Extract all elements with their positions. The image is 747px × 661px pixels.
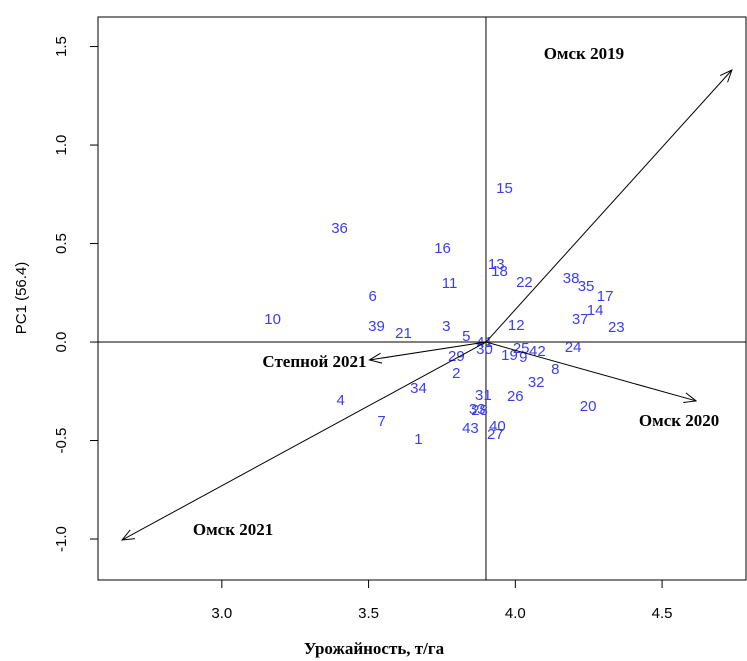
x-tick-label: 3.5 xyxy=(358,605,379,622)
point-label: 33 xyxy=(469,401,486,418)
point-label: 8 xyxy=(551,361,559,378)
x-axis-label: Урожайность, т/га xyxy=(304,639,445,658)
point-label: 16 xyxy=(434,240,451,257)
point-label: 14 xyxy=(587,302,604,319)
vector-arrow xyxy=(485,70,732,343)
y-tick-label: -1.0 xyxy=(53,526,70,552)
point-label: 19 xyxy=(501,347,518,364)
y-tick-label: 0.5 xyxy=(53,233,70,254)
point-label: 37 xyxy=(572,311,589,328)
point-label: 1 xyxy=(414,431,422,448)
point-label: 38 xyxy=(563,270,580,287)
plot-frame xyxy=(97,16,747,581)
point-label: 10 xyxy=(264,311,281,328)
y-tick-label: 1.5 xyxy=(53,36,70,57)
vector-label: Омск 2021 xyxy=(193,520,273,539)
vector-arrow xyxy=(485,341,696,401)
point-label: 36 xyxy=(331,220,348,237)
vector-arrow xyxy=(369,341,487,360)
point-label: 27 xyxy=(487,426,504,443)
point-label: 9 xyxy=(519,349,527,366)
point-label: 20 xyxy=(580,398,597,415)
point-label: 13 xyxy=(488,256,505,273)
point-label: 3 xyxy=(442,318,450,335)
vector-label: Степной 2021 xyxy=(262,352,366,371)
point-label: 24 xyxy=(565,339,582,356)
vector-label: Омск 2020 xyxy=(639,411,719,430)
point-label: 11 xyxy=(442,275,458,292)
point-label: 17 xyxy=(597,288,614,305)
point-label: 42 xyxy=(529,343,546,360)
point-label: 4 xyxy=(337,392,345,409)
x-tick-label: 3.0 xyxy=(211,605,232,622)
point-label: 12 xyxy=(508,317,525,334)
y-tick-label: -0.5 xyxy=(53,428,70,454)
point-label: 26 xyxy=(507,388,524,405)
point-label: 15 xyxy=(496,180,513,197)
x-tick-label: 4.0 xyxy=(505,605,526,622)
y-axis-label: PC1 (56.4) xyxy=(13,262,30,335)
x-tick-label: 4.5 xyxy=(652,605,673,622)
y-tick-label: 1.0 xyxy=(53,135,70,156)
point-label: 6 xyxy=(369,288,377,305)
vector-label: Омск 2019 xyxy=(544,44,624,63)
point-label: 22 xyxy=(516,274,533,291)
point-label: 7 xyxy=(377,413,385,430)
point-label: 31 xyxy=(475,387,492,404)
vector-arrow xyxy=(122,341,487,540)
point-label: 2 xyxy=(452,365,460,382)
point-label: 35 xyxy=(578,278,595,295)
point-label: 34 xyxy=(410,380,427,397)
point-label: 28 xyxy=(471,402,488,419)
point-label: 18 xyxy=(491,263,508,280)
point-label: 29 xyxy=(448,348,465,365)
point-label: 5 xyxy=(462,328,470,345)
point-label: 40 xyxy=(489,418,506,435)
y-tick-label: 0.0 xyxy=(53,332,70,353)
point-label: 32 xyxy=(528,374,545,391)
point-label: 23 xyxy=(608,319,625,336)
point-label: 43 xyxy=(462,420,479,437)
point-label: 21 xyxy=(395,325,412,342)
point-label: 39 xyxy=(368,318,385,335)
